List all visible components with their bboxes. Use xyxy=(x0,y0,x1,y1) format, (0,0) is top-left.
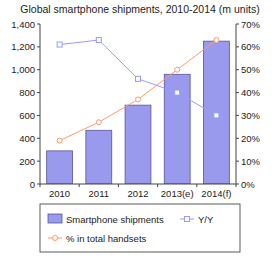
bar xyxy=(125,105,151,184)
y2-tick-label: 10% xyxy=(241,156,261,167)
y-tick-label: 1,400 xyxy=(11,19,35,30)
y2-tick xyxy=(236,92,239,93)
y-tick xyxy=(37,115,40,116)
legend-marker xyxy=(53,236,58,241)
y2-tick-label: 50% xyxy=(241,64,261,75)
legend-label: Smartphone shipments xyxy=(66,214,164,225)
marker xyxy=(57,42,62,47)
y-tick-label: 0 xyxy=(30,179,35,190)
y2-tick-label: 20% xyxy=(241,133,261,144)
x-tick-label: 2013(e) xyxy=(161,188,194,199)
marker xyxy=(96,120,101,125)
legend-label: % in total handsets xyxy=(66,233,147,244)
y-tick-label: 400 xyxy=(19,133,35,144)
marker xyxy=(214,113,219,118)
y-tick-label: 800 xyxy=(19,87,35,98)
x-tick-label: 2010 xyxy=(49,188,70,199)
x-tick-label: 2014(f) xyxy=(201,188,231,199)
y2-axis xyxy=(236,24,237,184)
y-tick xyxy=(37,138,40,139)
marker xyxy=(96,38,101,43)
y2-tick xyxy=(236,46,239,47)
line xyxy=(60,40,217,115)
y-tick-label: 200 xyxy=(19,156,35,167)
plot-area xyxy=(47,38,230,185)
legend-swatch xyxy=(48,214,62,223)
x-axis xyxy=(40,184,236,185)
y-axis xyxy=(40,24,41,184)
marker xyxy=(57,138,62,143)
x-tick xyxy=(40,184,41,187)
y-tick xyxy=(37,92,40,93)
bar xyxy=(86,130,112,184)
bar xyxy=(47,151,73,184)
y-tick xyxy=(37,69,40,70)
bar xyxy=(203,41,229,184)
y-tick-label: 1,000 xyxy=(11,64,35,75)
y2-tick xyxy=(236,161,239,162)
y-tick xyxy=(37,161,40,162)
y-tick-label: 1,200 xyxy=(11,41,35,52)
x-tick xyxy=(196,184,197,187)
marker xyxy=(136,97,141,102)
y2-tick xyxy=(236,138,239,139)
x-tick-label: 2012 xyxy=(127,188,148,199)
bar xyxy=(164,74,190,184)
marker xyxy=(175,90,180,95)
y-tick-label: 600 xyxy=(19,110,35,121)
y2-tick-label: 30% xyxy=(241,110,261,121)
y-tick xyxy=(37,46,40,47)
marker xyxy=(136,76,141,81)
y2-tick xyxy=(236,24,239,25)
y2-tick xyxy=(236,69,239,70)
x-tick xyxy=(236,184,237,187)
y2-tick-label: 70% xyxy=(241,19,261,30)
y-tick xyxy=(37,24,40,25)
x-tick xyxy=(118,184,119,187)
y2-tick-label: 40% xyxy=(241,87,261,98)
title: Global smartphone shipments, 2010-2014 (… xyxy=(20,3,259,15)
line xyxy=(60,40,217,141)
legend-marker xyxy=(185,217,190,222)
y2-tick xyxy=(236,115,239,116)
chart: Global smartphone shipments, 2010-2014 (… xyxy=(0,0,280,260)
x-tick-label: 2011 xyxy=(89,188,109,199)
y2-tick-label: 0% xyxy=(241,179,255,190)
y2-tick-label: 60% xyxy=(241,41,261,52)
legend-label: Y/Y xyxy=(198,214,214,225)
x-tick xyxy=(157,184,158,187)
legend xyxy=(40,204,240,252)
marker xyxy=(175,67,180,72)
marker xyxy=(214,38,219,43)
x-tick xyxy=(79,184,80,187)
